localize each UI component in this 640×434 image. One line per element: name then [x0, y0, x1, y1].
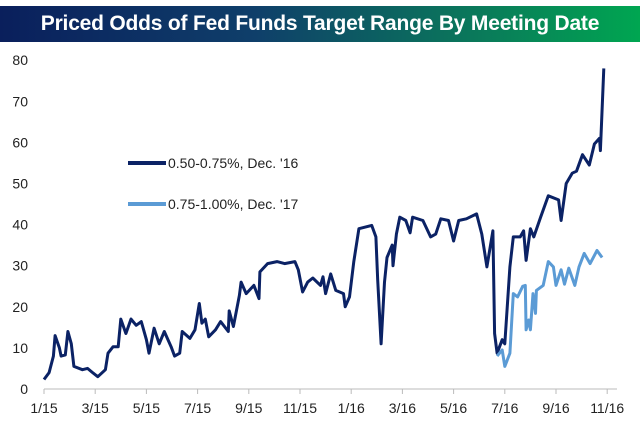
x-tick-label: 9/15 — [235, 400, 262, 416]
y-tick-label: 50 — [12, 176, 28, 192]
y-tick-label: 30 — [12, 258, 28, 274]
x-tick-label: 5/15 — [133, 400, 160, 416]
x-tick-label: 5/16 — [440, 400, 467, 416]
x-tick-label: 11/16 — [590, 400, 624, 416]
x-tick-label: 1/15 — [30, 400, 57, 416]
x-tick-label: 11/15 — [283, 400, 317, 416]
series-line-0 — [42, 68, 606, 381]
series-lines — [42, 68, 606, 381]
chart-title-banner: Priced Odds of Fed Funds Target Range By… — [0, 6, 640, 42]
y-tick-label: 40 — [12, 217, 28, 233]
x-tick-label: 7/16 — [491, 400, 518, 416]
x-tick-label: 3/15 — [82, 400, 109, 416]
y-tick-label: 10 — [12, 340, 28, 356]
legend: 0.50-0.75%, Dec. '16 0.75-1.00%, Dec. '1… — [128, 155, 299, 212]
chart-title: Priced Odds of Fed Funds Target Range By… — [40, 12, 600, 35]
legend-label-dec16: 0.50-0.75%, Dec. '16 — [168, 155, 299, 171]
series-line-1 — [495, 249, 604, 368]
axes: 0 10 20 30 40 50 60 70 80 1/15 3/15 5/15 7/15 9/15 11/… — [12, 52, 624, 416]
x-tick-label: 1/16 — [338, 400, 365, 416]
y-tick-label: 80 — [12, 52, 28, 68]
y-tick-label: 0 — [20, 381, 28, 397]
y-tick-label: 60 — [12, 134, 28, 150]
legend-label-dec17: 0.75-1.00%, Dec. '17 — [168, 196, 299, 212]
x-tick-label: 9/16 — [542, 400, 569, 416]
x-tick-label: 7/15 — [184, 400, 211, 416]
y-tick-label: 20 — [12, 299, 28, 315]
x-tick-label: 3/16 — [389, 400, 416, 416]
y-tick-label: 70 — [12, 93, 28, 109]
